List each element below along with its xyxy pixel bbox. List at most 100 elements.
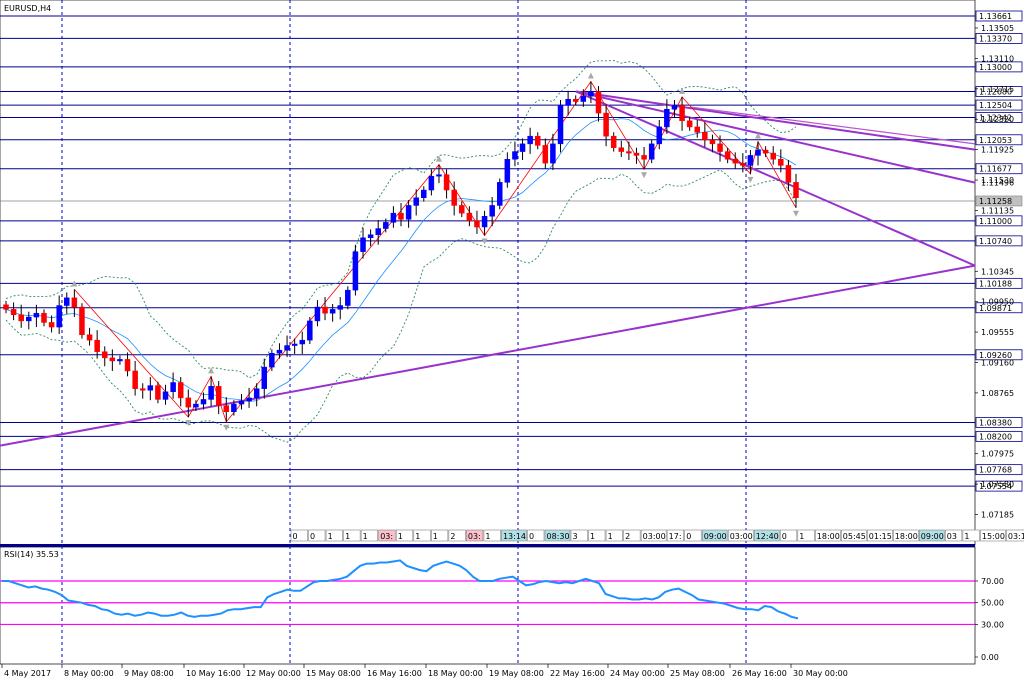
candle-bear xyxy=(109,357,116,362)
candle-bull xyxy=(755,149,761,156)
time-strip-label: 2 xyxy=(625,532,630,541)
level-label: 1.11677 xyxy=(979,165,1012,174)
rsi-pane: 70.00 50.00 30.00 0.00 xyxy=(0,559,1004,662)
time-strip-cell xyxy=(945,529,963,542)
candle-bear xyxy=(10,309,17,316)
level-label-box xyxy=(975,61,1023,73)
time-strip-cell xyxy=(727,529,754,542)
candle-bear xyxy=(443,174,450,191)
time-tick-label: 25 May 08:00 xyxy=(670,669,725,678)
candle-bear xyxy=(48,322,55,328)
time-strip: 0 0 1 1 1 03: 1 1 1 2 03: 1 13:14 0 08:30 3 1 1 2 03:00 17: 0… xyxy=(290,529,1024,542)
price-tick-label: 1.07185 xyxy=(981,511,1014,520)
candle-bull xyxy=(269,352,275,368)
candle-bear xyxy=(102,351,108,359)
level-label: 1.12342 xyxy=(979,114,1012,123)
level-label-box xyxy=(975,134,1023,146)
candle-bull xyxy=(428,175,435,191)
rsi-line xyxy=(2,559,799,620)
candle-bear xyxy=(717,143,723,152)
price-tick-label: 1.07975 xyxy=(981,450,1014,459)
bollinger-bands xyxy=(5,60,797,443)
candle-bull xyxy=(329,309,336,314)
candle-bull xyxy=(246,397,252,402)
candle-bull xyxy=(367,234,374,239)
time-tick-label: 8 May 00:00 xyxy=(64,669,114,678)
fractal-up-marker xyxy=(208,367,215,374)
trendline[interactable] xyxy=(0,264,976,447)
candle-bear xyxy=(155,385,161,400)
candle-bear xyxy=(626,151,632,154)
fractal-down-marker xyxy=(641,172,648,179)
price-tick-label: 1.11135 xyxy=(981,206,1014,215)
candle-bear xyxy=(694,126,700,133)
time-strip-label: 03: xyxy=(468,532,481,541)
candle-bull xyxy=(648,143,655,160)
level-label-box xyxy=(975,277,1023,289)
candle-bear xyxy=(41,312,47,323)
level-label: 1.13000 xyxy=(979,63,1012,72)
candle-bear xyxy=(459,205,465,214)
time-strip-cell xyxy=(1006,529,1024,542)
price-tick-label: 1.11925 xyxy=(981,146,1014,155)
level-label-box xyxy=(975,10,1023,22)
candle-bear xyxy=(177,382,184,399)
candle-bear xyxy=(71,297,78,308)
candle-bear xyxy=(451,189,457,206)
price-tick-label: 1.07580 xyxy=(981,480,1014,489)
candle-bear xyxy=(3,304,9,310)
trendline[interactable] xyxy=(575,90,976,184)
level-label-box xyxy=(975,464,1023,476)
candle-bear xyxy=(534,135,541,146)
time-strip-cell xyxy=(431,529,449,542)
zigzag-line xyxy=(74,80,797,423)
level-label-box xyxy=(975,99,1023,111)
candle-bull xyxy=(527,135,533,145)
time-strip-label: 1 xyxy=(345,532,350,541)
level-label: 1.12504 xyxy=(979,101,1012,110)
time-strip-label: 18:00 xyxy=(895,532,918,541)
time-strip-cell xyxy=(308,529,326,542)
symbol-label: EURUSD,H4 xyxy=(4,4,51,13)
level-label: 1.07554 xyxy=(979,482,1012,491)
trendlines xyxy=(0,90,976,447)
candle-bull xyxy=(352,251,359,291)
price-tick-label: 1.09950 xyxy=(981,298,1014,307)
fractal-down-marker xyxy=(185,420,192,427)
fractal-up-marker xyxy=(587,72,594,79)
time-strip-label: 1 xyxy=(363,532,368,541)
candle-bear xyxy=(18,314,24,322)
time-strip-label: 1 xyxy=(433,532,438,541)
trendline[interactable] xyxy=(575,90,976,151)
candle-bull xyxy=(208,386,214,400)
time-strip-cell xyxy=(413,529,431,542)
time-strip-cell xyxy=(779,529,798,542)
time-strip-cell xyxy=(684,529,702,542)
candle-bear xyxy=(215,386,222,406)
time-strip-cell xyxy=(360,529,378,542)
time-strip-label: 1 xyxy=(590,532,595,541)
candle-bull xyxy=(497,182,503,206)
level-label-box xyxy=(975,215,1023,227)
trendline[interactable] xyxy=(575,90,976,267)
candle-bear xyxy=(633,152,640,156)
time-strip-label: 08:30 xyxy=(547,532,570,541)
level-label-box xyxy=(975,163,1023,175)
time-strip-cell xyxy=(527,529,545,542)
time-strip-label: 03:00 xyxy=(643,532,666,541)
current-price-label: 1.11258 xyxy=(979,197,1012,206)
time-strip-cell xyxy=(867,529,893,542)
candle-bear xyxy=(398,212,404,220)
time-strip-label: 1 xyxy=(485,532,490,541)
trendline-minor[interactable] xyxy=(689,106,976,145)
candle-bull xyxy=(504,159,511,183)
time-strip-label: 0 xyxy=(686,532,691,541)
band-lower xyxy=(5,169,797,443)
band-upper xyxy=(5,60,797,379)
time-tick-label: 30 May 00:00 xyxy=(793,669,848,678)
candle-bear xyxy=(618,147,625,152)
time-strip-cell xyxy=(325,529,343,542)
level-label-box xyxy=(975,417,1023,428)
candle-bull xyxy=(200,399,207,405)
